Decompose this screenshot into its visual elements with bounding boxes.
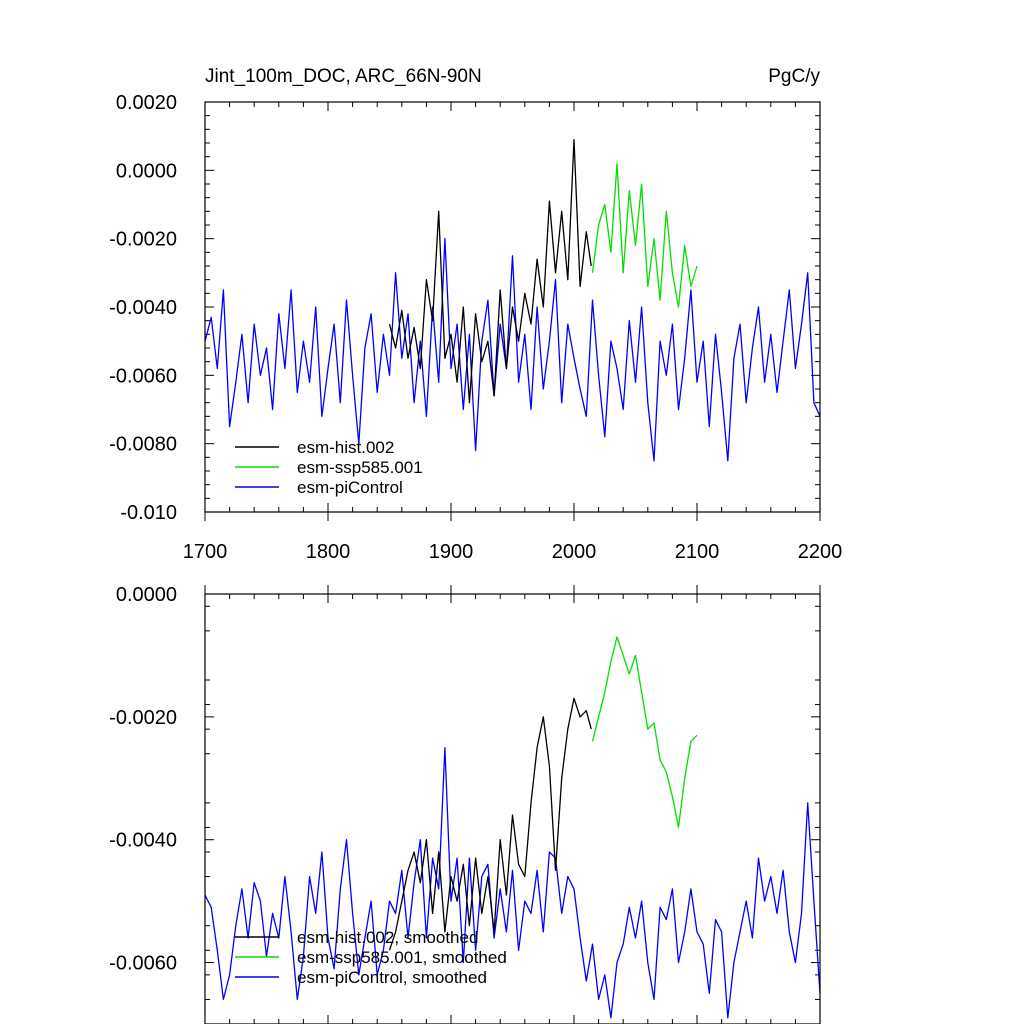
top-plot-frame xyxy=(204,101,821,513)
chart-units: PgC/y xyxy=(768,66,820,87)
y-tick-label: -0.0060 xyxy=(109,365,177,387)
top-panel: Jint_100m_DOC, ARC_66N-90N PgC/y 1700 180… xyxy=(109,66,842,563)
x-tick-label: 1700 xyxy=(183,541,228,563)
legend-label: esm-ssp585.001, smoothed xyxy=(297,948,507,967)
series-line-0 xyxy=(388,697,592,951)
legend-label: esm-hist.002, smoothed xyxy=(297,928,478,947)
series-line-0 xyxy=(388,138,592,404)
y-tick-label: 0.0000 xyxy=(116,160,177,182)
bottom-axis-ticks: -0.0060 -0.0040 -0.0020 0.0000 xyxy=(109,584,821,1024)
top-series-lines xyxy=(204,138,821,462)
x-tick-label: 2200 xyxy=(798,541,843,563)
y-tick-label: -0.010 xyxy=(120,502,177,524)
y-tick-label: 0.0000 xyxy=(116,584,177,606)
series-line-2 xyxy=(204,746,821,1019)
legend-label: esm-ssp585.001 xyxy=(297,458,423,477)
x-tick-label: 2100 xyxy=(675,541,720,563)
series-line-1 xyxy=(591,162,698,308)
bottom-plot-frame xyxy=(204,593,821,1024)
y-tick-label: 0.0020 xyxy=(116,92,177,114)
bottom-series-lines xyxy=(204,636,821,1019)
x-tick-label: 1900 xyxy=(429,541,474,563)
x-tick-label: 1800 xyxy=(306,541,351,563)
series-line-1 xyxy=(591,636,698,829)
y-tick-label: -0.0020 xyxy=(109,229,177,251)
y-tick-label: -0.0040 xyxy=(109,297,177,319)
series-line-2 xyxy=(204,238,821,462)
legend-label: esm-piControl, smoothed xyxy=(297,968,487,987)
legend-label: esm-hist.002 xyxy=(297,438,394,457)
y-tick-label: -0.0060 xyxy=(109,953,177,975)
x-tick-label: 2000 xyxy=(552,541,597,563)
y-tick-label: -0.0040 xyxy=(109,830,177,852)
y-tick-label: -0.0020 xyxy=(109,707,177,729)
chart-title: Jint_100m_DOC, ARC_66N-90N xyxy=(205,66,482,87)
legend-label: esm-piControl xyxy=(297,478,403,497)
bottom-panel: -0.0060 -0.0040 -0.0020 0.0000 esm-hist.002… xyxy=(109,584,821,1024)
y-tick-label: -0.0080 xyxy=(109,434,177,456)
top-axis-ticks: 1700 1800 1900 2000 2100 2200 -0.010 -0.0080 -0.… xyxy=(109,92,842,563)
